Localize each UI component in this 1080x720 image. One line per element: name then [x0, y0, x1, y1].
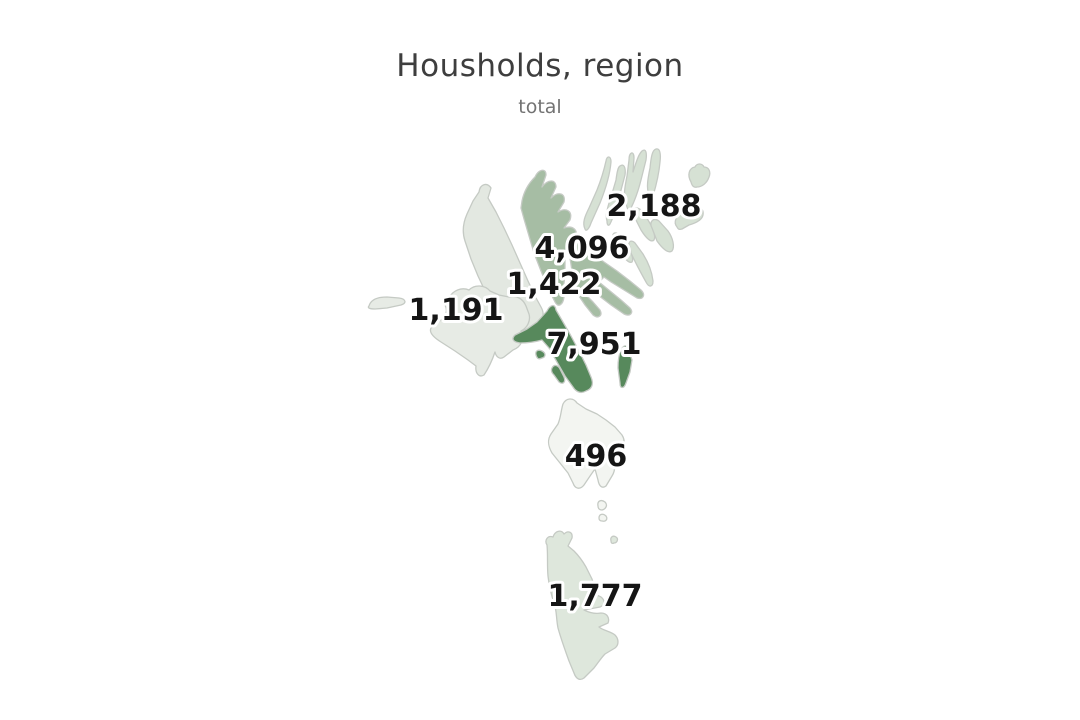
islet-shape[interactable]: [367, 296, 406, 310]
region-value-label: 4,096: [535, 231, 630, 266]
region-west-island[interactable]: [367, 285, 531, 377]
island-shape[interactable]: [547, 398, 625, 489]
region-value-label: 1,777: [548, 579, 643, 614]
island-shape[interactable]: [646, 148, 662, 200]
region-value-label: 7,951: [547, 327, 642, 362]
region-value-label: 2,188: [607, 189, 702, 224]
island-shape[interactable]: [583, 156, 612, 231]
island-shape[interactable]: [628, 240, 654, 287]
chart-title: Housholds, region: [396, 48, 684, 84]
region-mid-south-island[interactable]: [547, 398, 625, 522]
island-shape[interactable]: [688, 163, 711, 188]
island-shape[interactable]: [520, 169, 645, 318]
island-shape[interactable]: [674, 207, 704, 231]
region-south-island[interactable]: [545, 530, 619, 680]
island-shape[interactable]: [605, 164, 626, 226]
island-shape[interactable]: [429, 285, 531, 377]
region-northeast-archipelago[interactable]: [583, 148, 711, 287]
islet-shape[interactable]: [535, 349, 546, 360]
region-value-label: 496: [565, 439, 628, 474]
region-central-east-island[interactable]: [520, 169, 645, 318]
region-value-label: 1,191: [409, 293, 504, 328]
region-value-label: 1,422: [507, 267, 602, 302]
islet-shape[interactable]: [598, 513, 608, 522]
region-central-south[interactable]: [512, 304, 633, 394]
chart-subtitle: total: [518, 96, 562, 118]
islet-shape[interactable]: [617, 345, 633, 389]
islet-shape[interactable]: [597, 499, 608, 511]
island-shape[interactable]: [623, 149, 648, 211]
islet-shape[interactable]: [550, 364, 566, 384]
island-shape[interactable]: [512, 304, 593, 394]
island-shape[interactable]: [650, 218, 675, 253]
islet-shape[interactable]: [610, 535, 619, 545]
island-shape[interactable]: [545, 530, 619, 680]
